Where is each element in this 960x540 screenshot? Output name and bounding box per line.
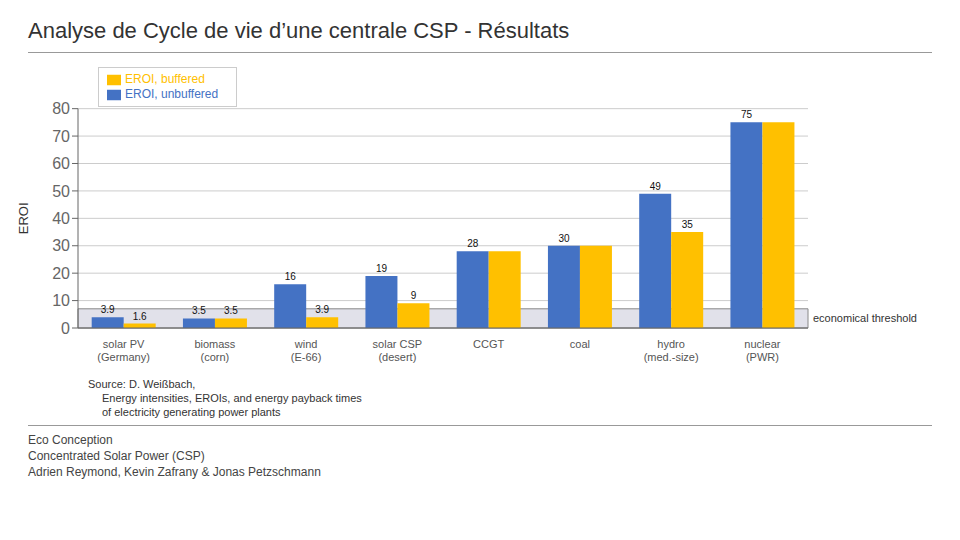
svg-text:80: 80 [52,100,70,117]
html-text:Eco Conception: Eco Conception [28,433,113,447]
html-text:of electricity generating powe: of electricity generating power plants [102,406,281,418]
svg-text:70: 70 [52,128,70,145]
svg-text:economical threshold: economical threshold [813,312,917,324]
svg-text:3.5: 3.5 [224,305,238,316]
svg-text:CCGT: CCGT [473,338,504,350]
svg-text:49: 49 [650,181,662,192]
svg-text:coal: coal [570,338,590,350]
svg-text:hydro(med.-size): hydro(med.-size) [644,338,699,363]
svg-text:solar CSP(desert): solar CSP(desert) [373,338,423,363]
svg-text:75: 75 [741,109,753,120]
svg-text:50: 50 [52,183,70,200]
svg-text:solar PV(Germany): solar PV(Germany) [97,338,150,363]
svg-text:40: 40 [52,210,70,227]
html-text:Source: D. Weißbach,: Source: D. Weißbach, [88,378,196,390]
svg-text:16: 16 [285,271,297,282]
html-text:EROI, buffered: EROI, buffered [125,72,205,86]
html-text:Analyse de Cycle de vie d’une: Analyse de Cycle de vie d’une centrale C… [28,18,570,43]
html-text:EROI, unbuffered: EROI, unbuffered [125,86,219,101]
svg-text:nuclear(PWR): nuclear(PWR) [744,338,780,363]
svg-text:1.6: 1.6 [133,311,147,322]
svg-text:EROI: EROI [16,202,31,234]
html-text:Adrien Reymond, Kevin Zafrany: Adrien Reymond, Kevin Zafrany & Jonas Pe… [28,465,321,479]
svg-text:3.9: 3.9 [315,304,329,315]
svg-text:3.9: 3.9 [101,304,115,315]
html-text:Energy intensities, EROIs, and: Energy intensities, EROIs, and energy pa… [102,392,362,404]
html-text:Concentrated Solar Power (CSP): Concentrated Solar Power (CSP) [28,449,205,463]
svg-text:0: 0 [61,320,70,337]
svg-text:60: 60 [52,155,70,172]
svg-text:wind(E-66): wind(E-66) [291,338,322,363]
svg-text:9: 9 [411,290,417,301]
svg-text:19: 19 [376,263,388,274]
svg-text:20: 20 [52,265,70,282]
svg-text:3.5: 3.5 [192,305,206,316]
svg-text:10: 10 [52,292,70,309]
svg-text:30: 30 [52,237,70,254]
svg-text:35: 35 [682,219,694,230]
svg-text:biomass(corn): biomass(corn) [194,338,235,363]
svg-text:28: 28 [467,238,479,249]
svg-text:30: 30 [558,233,570,244]
